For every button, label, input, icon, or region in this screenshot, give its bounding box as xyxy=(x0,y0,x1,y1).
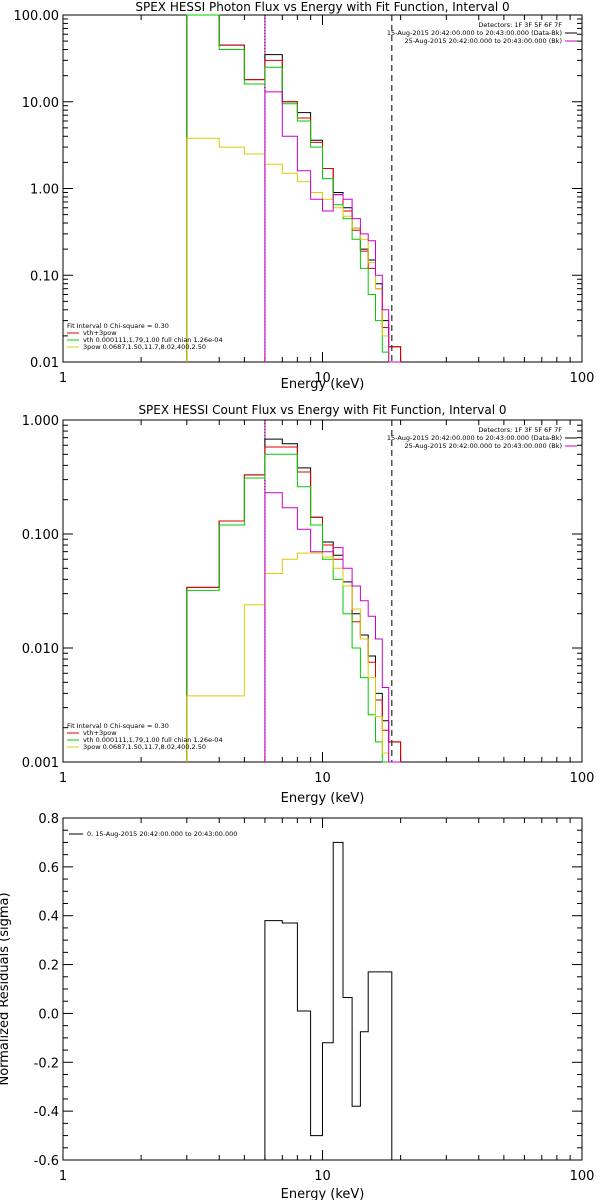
y-tick-label: 0.0 xyxy=(38,1007,59,1022)
series-line xyxy=(186,14,402,362)
y-tick-label: -0.4 xyxy=(34,1105,59,1120)
chart-title: SPEX HESSI Photon Flux vs Energy with Fi… xyxy=(135,0,509,14)
plot-frame xyxy=(62,14,583,363)
x-axis-label: Energy (keV) xyxy=(281,1187,365,1200)
x-tick-label: 1 xyxy=(59,371,67,386)
series-line xyxy=(186,14,402,362)
x-axis-label: Energy (keV) xyxy=(281,791,365,806)
y-tick-label: 0.2 xyxy=(38,959,59,974)
y-tick-label: 0.100 xyxy=(22,528,59,543)
legend-top-text: Detectors: 1F 3F 5F 6F 7F xyxy=(478,426,562,434)
plot-frame xyxy=(62,419,583,763)
legend-fit-text: 3pow 0.0687,1.50,11.7,8.02,400,2.50 xyxy=(83,743,206,751)
legend-top-text: 15-Aug-2015 20:42:00.000 to 20:43:00.000… xyxy=(387,29,562,37)
chart-2: 1 10 100 Energy (keV) -0.6 -0.4 -0.2 0.0 0.2 0.4 0… xyxy=(0,812,594,1200)
y-tick-label: 1.000 xyxy=(22,414,59,429)
legend-top-text: 25-Aug-2015 20:42:00.000 to 20:43:00.000… xyxy=(405,37,562,45)
legend-fit-text: vth 0.000111,1.79,1.00 full chian 1.26e-… xyxy=(83,336,223,344)
legend-fit-text: vth 0.000111,1.79,1.00 full chian 1.26e-… xyxy=(83,736,223,744)
legend-top-text: 15-Aug-2015 20:42:00.000 to 20:43:00.000… xyxy=(387,434,562,442)
legend-fit-text: Fit Interval 0 Chi-square = 0.30 xyxy=(67,322,169,330)
legend-fit-text: Fit Interval 0 Chi-square = 0.30 xyxy=(67,722,169,730)
y-tick-label: 0.10 xyxy=(30,269,59,284)
legend-text: 0. 15-Aug-2015 20:42:00.000 to 20:43:00.… xyxy=(87,830,237,838)
y-tick-label: 100.00 xyxy=(14,9,60,24)
legend-fit-text: vth+3pow xyxy=(83,329,117,337)
series-line xyxy=(264,841,393,1160)
y-tick-label: 0.001 xyxy=(22,756,59,771)
x-tick-label: 1 xyxy=(59,771,67,786)
chart-1: SPEX HESSI Count Flux vs Energy with Fit… xyxy=(22,403,595,806)
chart-title: SPEX HESSI Count Flux vs Energy with Fit… xyxy=(138,403,506,417)
x-tick-label: 10 xyxy=(314,771,331,786)
legend-fit-text: vth+3pow xyxy=(83,729,117,737)
series-line xyxy=(264,91,401,363)
y-tick-label: -0.2 xyxy=(34,1056,59,1071)
y-tick-label: 0.01 xyxy=(30,356,59,371)
y-tick-label: 10.00 xyxy=(22,96,59,111)
legend-top-text: Detectors: 1F 3F 5F 6F 7F xyxy=(478,21,562,29)
x-tick-label: 100 xyxy=(570,1169,595,1184)
x-tick-label: 10 xyxy=(314,1169,331,1184)
y-tick-label: 0.4 xyxy=(38,910,59,925)
series-line xyxy=(264,492,401,763)
x-tick-label: 1 xyxy=(59,1169,67,1184)
y-tick-label: 1.00 xyxy=(30,183,59,198)
legend-top-text: 25-Aug-2015 20:42:00.000 to 20:43:00.000… xyxy=(405,442,562,450)
legend-fit-text: 3pow 0.0687,1.50,11.7,8.02,400,2.50 xyxy=(83,343,206,351)
y-tick-label: 0.010 xyxy=(22,642,59,657)
y-tick-label: 0.6 xyxy=(38,861,59,876)
y-axis-label: Normalized Residuals (sigma) xyxy=(0,892,12,1085)
series-line xyxy=(186,14,401,363)
y-tick-label: -0.6 xyxy=(34,1154,59,1169)
chart-0: SPEX HESSI Photon Flux vs Energy with Fi… xyxy=(14,0,595,392)
series-line xyxy=(186,137,401,363)
x-tick-label: 10 xyxy=(314,371,331,386)
y-tick-label: 0.8 xyxy=(38,812,59,827)
x-axis-label: Energy (keV) xyxy=(281,377,365,392)
x-tick-label: 100 xyxy=(570,771,595,786)
x-tick-label: 100 xyxy=(570,371,595,386)
